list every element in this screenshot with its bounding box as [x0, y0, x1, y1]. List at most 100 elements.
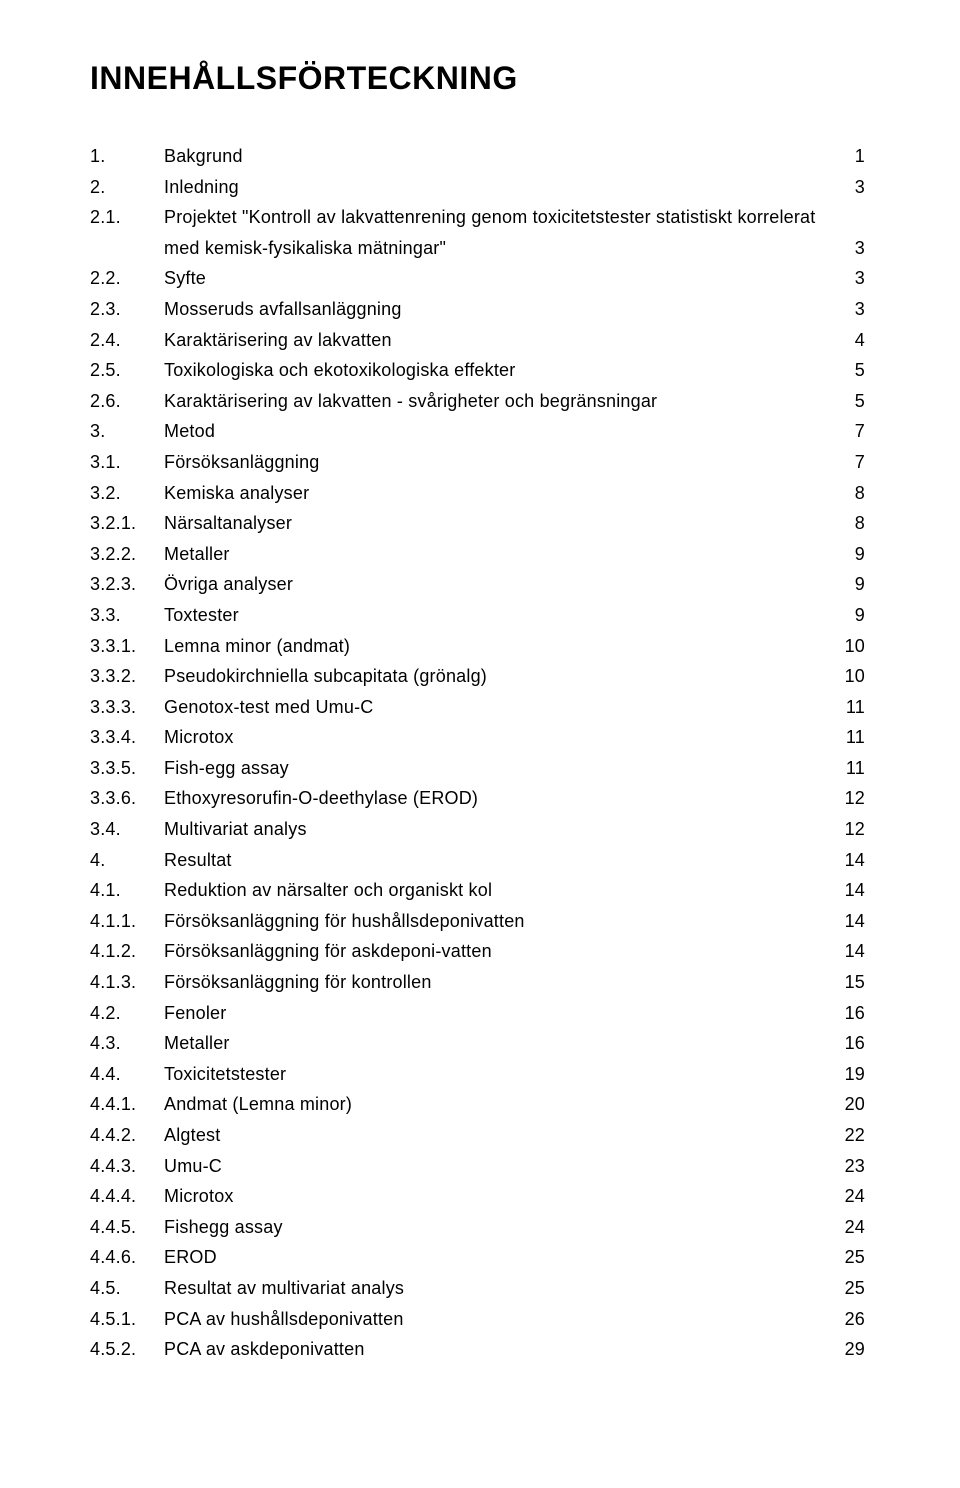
- toc-entry-text: Toxicitetstester: [164, 1059, 835, 1090]
- toc-entry-text: Multivariat analys: [164, 814, 835, 845]
- toc-entry-number: 2.1.: [90, 202, 164, 233]
- toc-entry-text: Reduktion av närsalter och organiskt kol: [164, 875, 835, 906]
- toc-row: 4.5.Resultat av multivariat analys25: [90, 1273, 865, 1304]
- toc-row: 3.3.5.Fish-egg assay11: [90, 753, 865, 784]
- toc-entry-text: Lemna minor (andmat): [164, 631, 835, 662]
- toc-entry-text: Syfte: [164, 263, 835, 294]
- toc-entry-text: Försöksanläggning för askdeponi-vatten: [164, 936, 835, 967]
- toc-row: 1.Bakgrund1: [90, 141, 865, 172]
- toc-row: 3.3.3.Genotox-test med Umu-C11: [90, 692, 865, 723]
- toc-entry-number: 2.2.: [90, 263, 164, 294]
- toc-entry-text: Metaller: [164, 539, 835, 570]
- toc-entry-page: 7: [835, 416, 865, 447]
- toc-entry-text: Försöksanläggning: [164, 447, 835, 478]
- toc-entry-page: 4: [835, 325, 865, 356]
- toc-row: 2.1.Projektet "Kontroll av lakvattenreni…: [90, 202, 865, 233]
- toc-entry-page: 7: [835, 447, 865, 478]
- toc-row: 4.1.2.Försöksanläggning för askdeponi-va…: [90, 936, 865, 967]
- toc-row: 3.3.2.Pseudokirchniella subcapitata (grö…: [90, 661, 865, 692]
- toc-row: 3.Metod7: [90, 416, 865, 447]
- toc-entry-page: 1: [835, 141, 865, 172]
- toc-row: 2.Inledning3: [90, 172, 865, 203]
- toc-row: 2.6.Karaktärisering av lakvatten - svåri…: [90, 386, 865, 417]
- toc-row: med kemisk-fysikaliska mätningar"3: [90, 233, 865, 264]
- toc-entry-number: 4.4.4.: [90, 1181, 164, 1212]
- toc-entry-text: Metaller: [164, 1028, 835, 1059]
- toc-entry-text: Pseudokirchniella subcapitata (grönalg): [164, 661, 835, 692]
- toc-entry-page: 14: [835, 936, 865, 967]
- toc-entry-page: 11: [835, 753, 865, 784]
- toc-entry-page: 19: [835, 1059, 865, 1090]
- toc-entry-text: PCA av askdeponivatten: [164, 1334, 835, 1365]
- toc-entry-number: 3.2.1.: [90, 508, 164, 539]
- toc-entry-page: 10: [835, 631, 865, 662]
- toc-row: 3.3.Toxtester9: [90, 600, 865, 631]
- toc-entry-page: 14: [835, 906, 865, 937]
- toc-row: 4.3.Metaller16: [90, 1028, 865, 1059]
- toc-entry-page: 3: [835, 233, 865, 264]
- toc-entry-page: 16: [835, 998, 865, 1029]
- toc-entry-text: Andmat (Lemna minor): [164, 1089, 835, 1120]
- toc-entry-text: Umu-C: [164, 1151, 835, 1182]
- toc-entry-text: Fish-egg assay: [164, 753, 835, 784]
- toc-entry-text: Ethoxyresorufin-O-deethylase (EROD): [164, 783, 835, 814]
- toc-entry-page: 5: [835, 355, 865, 386]
- toc-entry-page: 12: [835, 814, 865, 845]
- toc-entry-text: Försöksanläggning för kontrollen: [164, 967, 835, 998]
- toc-entry-text: Inledning: [164, 172, 835, 203]
- toc-entry-number: 3.3.: [90, 600, 164, 631]
- toc-entry-text: Microtox: [164, 1181, 835, 1212]
- toc-entry-text: EROD: [164, 1242, 835, 1273]
- toc-entry-number: 4.4.1.: [90, 1089, 164, 1120]
- toc-row: 4.4.4.Microtox24: [90, 1181, 865, 1212]
- toc-entry-text: Microtox: [164, 722, 835, 753]
- toc-row: 3.2.3.Övriga analyser9: [90, 569, 865, 600]
- toc-entry-page: 9: [835, 539, 865, 570]
- toc-entry-number: 4.5.1.: [90, 1304, 164, 1335]
- toc-entry-number: 3.: [90, 416, 164, 447]
- document-page: INNEHÅLLSFÖRTECKNING 1.Bakgrund12.Inledn…: [0, 0, 960, 1488]
- toc-entry-text: Försöksanläggning för hushållsdeponivatt…: [164, 906, 835, 937]
- toc-row: 4.1.3.Försöksanläggning för kontrollen15: [90, 967, 865, 998]
- toc-entry-text: Kemiska analyser: [164, 478, 835, 509]
- toc-entry-text: Metod: [164, 416, 835, 447]
- toc-entry-number: 3.3.2.: [90, 661, 164, 692]
- toc-row: 3.3.6.Ethoxyresorufin-O-deethylase (EROD…: [90, 783, 865, 814]
- toc-entry-page: 23: [835, 1151, 865, 1182]
- toc-entry-page: 9: [835, 600, 865, 631]
- toc-entry-number: 2.4.: [90, 325, 164, 356]
- toc-entry-number: 3.2.3.: [90, 569, 164, 600]
- toc-entry-page: 12: [835, 783, 865, 814]
- toc-row: 4.4.6.EROD25: [90, 1242, 865, 1273]
- toc-entry-number: 4.1.1.: [90, 906, 164, 937]
- toc-row: 4.1.1.Försöksanläggning för hushållsdepo…: [90, 906, 865, 937]
- toc-entry-text: Genotox-test med Umu-C: [164, 692, 835, 723]
- toc-entry-number: 4.2.: [90, 998, 164, 1029]
- page-title: INNEHÅLLSFÖRTECKNING: [90, 60, 865, 97]
- toc-entry-page: 3: [835, 172, 865, 203]
- toc-entry-number: 4.1.: [90, 875, 164, 906]
- toc-entry-text: Projektet "Kontroll av lakvattenrening g…: [164, 202, 835, 233]
- toc-entry-page: 25: [835, 1242, 865, 1273]
- toc-row: 4.1.Reduktion av närsalter och organiskt…: [90, 875, 865, 906]
- toc-entry-page: 20: [835, 1089, 865, 1120]
- toc-entry-page: 25: [835, 1273, 865, 1304]
- toc-entry-page: 8: [835, 508, 865, 539]
- toc-entry-page: 10: [835, 661, 865, 692]
- toc-entry-page: 9: [835, 569, 865, 600]
- toc-entry-number: 4.1.2.: [90, 936, 164, 967]
- toc-entry-number: 3.2.2.: [90, 539, 164, 570]
- toc-entry-page: 14: [835, 875, 865, 906]
- toc-row: 4.5.1.PCA av hushållsdeponivatten26: [90, 1304, 865, 1335]
- toc-entry-number: 3.1.: [90, 447, 164, 478]
- toc-entry-number: 4.4.2.: [90, 1120, 164, 1151]
- toc-entry-number: 2.3.: [90, 294, 164, 325]
- toc-entry-page: 14: [835, 845, 865, 876]
- toc-row: 2.2.Syfte3: [90, 263, 865, 294]
- toc-entry-number: 3.3.1.: [90, 631, 164, 662]
- toc-entry-number: 4.4.6.: [90, 1242, 164, 1273]
- toc-entry-text: Närsaltanalyser: [164, 508, 835, 539]
- toc-entry-text: Algtest: [164, 1120, 835, 1151]
- toc-entry-page: [835, 202, 865, 233]
- toc-row: 3.3.4.Microtox11: [90, 722, 865, 753]
